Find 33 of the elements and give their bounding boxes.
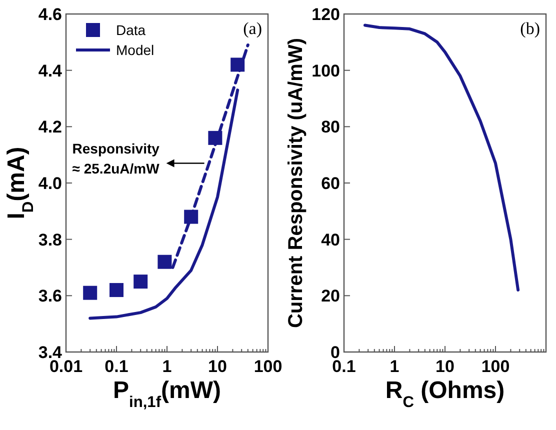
x-tick-label: 0.01 [49,357,83,376]
legend-label: Data [116,22,146,38]
x-tick-label: 10 [208,357,227,376]
y-tick-label: 100 [312,61,340,80]
x-tick-label: 0.1 [104,357,128,376]
y-tick-label: 3.8 [38,230,62,250]
x-tick-label: 10 [436,357,454,376]
y-tick-label: 40 [321,230,340,250]
legend-label: Model [116,42,154,58]
y-tick-label: 120 [312,5,340,24]
x-tick-label: 1 [162,357,172,376]
y-tick-label: 4.6 [38,5,62,24]
point [158,254,172,269]
y-tick-label: 20 [321,286,340,306]
point [134,274,148,289]
y-tick-label: 60 [321,174,340,193]
x-axis-title: R$_{C}$ (Ohms) [385,377,505,410]
y-axis-title: Current Responsivity (uA/mW) [285,38,307,328]
x-tick-label: 100 [481,357,510,376]
x-axis-title: P$_{in,1f}$(mW) [112,377,222,410]
point [83,286,98,300]
annotation: (a) [243,19,262,38]
y-tick-label: 4.4 [38,61,63,80]
annotation: Responsivity ≈ 25.2uA/mW [72,140,160,176]
y-tick-label: 80 [321,118,340,137]
x-tick-label: 0.1 [332,357,356,376]
y-tick-label: 3.6 [38,286,62,306]
point [110,283,124,298]
y-tick-label: 4.2 [38,118,62,137]
y-tick-label: 4.0 [38,174,62,193]
x-tick-label: 100 [254,357,282,376]
x-tick-label: 1 [390,357,400,376]
annotation: (b) [520,19,540,38]
